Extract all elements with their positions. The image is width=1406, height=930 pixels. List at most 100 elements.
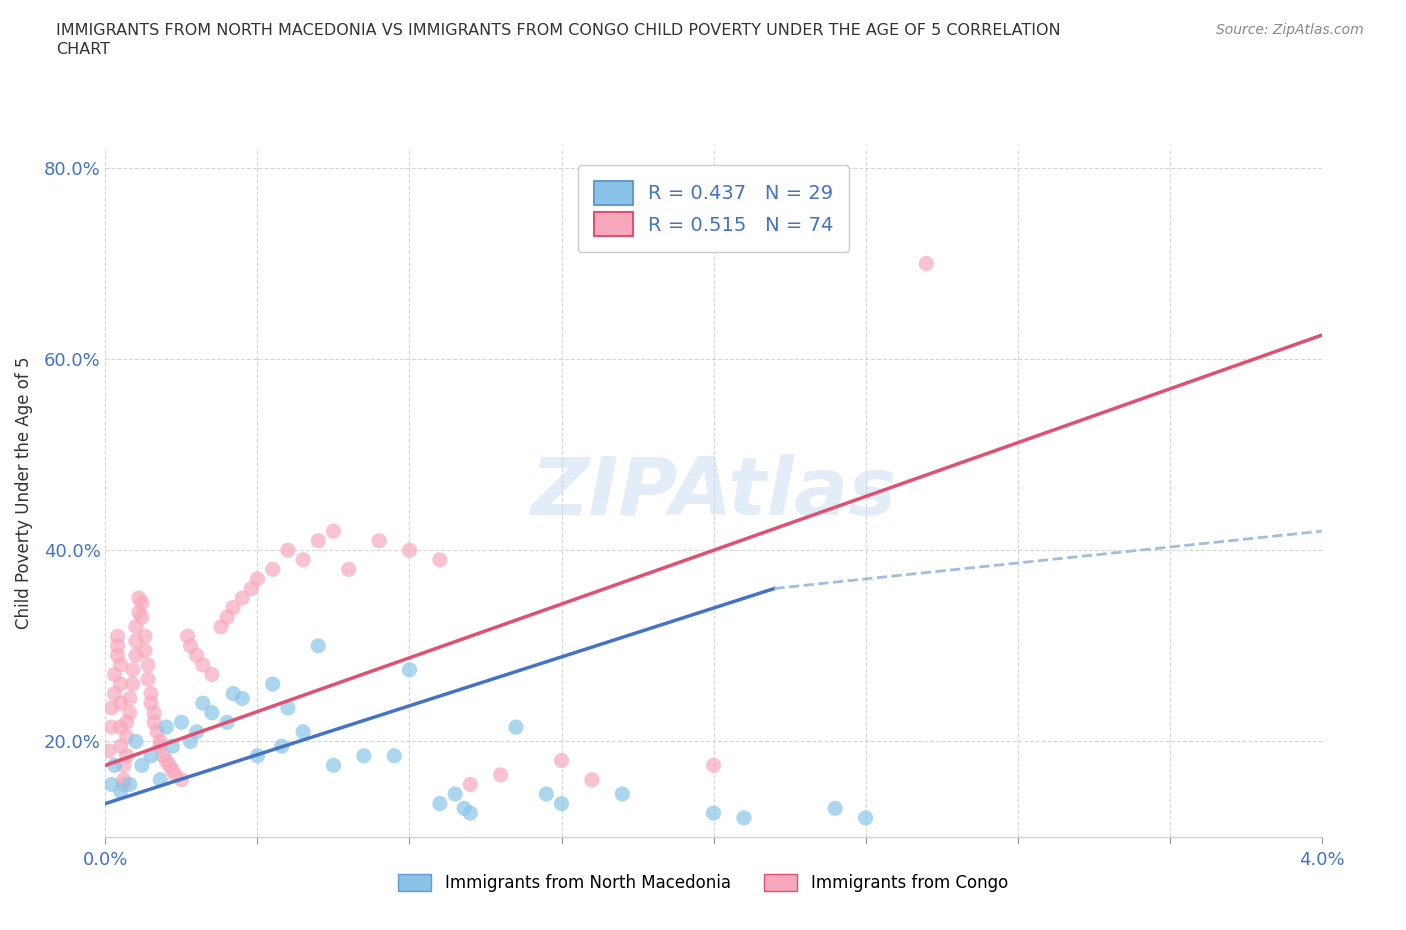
Point	[131, 595, 153, 610]
Point	[139, 686, 162, 701]
Point	[398, 543, 420, 558]
Point	[115, 715, 138, 730]
Point	[110, 677, 132, 692]
Point	[489, 767, 512, 782]
Point	[125, 734, 148, 749]
Point	[118, 705, 141, 720]
Point	[307, 638, 329, 653]
Point	[110, 696, 132, 711]
Point	[612, 787, 634, 802]
Point	[201, 667, 224, 682]
Text: 4.0%: 4.0%	[1299, 851, 1344, 870]
Point	[97, 744, 120, 759]
Point	[368, 533, 391, 548]
Point	[382, 749, 405, 764]
Point	[112, 758, 135, 773]
Point	[458, 805, 481, 820]
Point	[139, 696, 162, 711]
Point	[152, 749, 174, 764]
Point	[155, 720, 177, 735]
Point	[915, 256, 938, 271]
Point	[337, 562, 360, 577]
Point	[134, 629, 156, 644]
Point	[222, 686, 245, 701]
Point	[702, 758, 725, 773]
Point	[149, 734, 172, 749]
Point	[125, 648, 148, 663]
Y-axis label: Child Poverty Under the Age of 5: Child Poverty Under the Age of 5	[14, 356, 32, 630]
Legend: Immigrants from North Macedonia, Immigrants from Congo: Immigrants from North Macedonia, Immigra…	[391, 867, 1015, 898]
Text: IMMIGRANTS FROM NORTH MACEDONIA VS IMMIGRANTS FROM CONGO CHILD POVERTY UNDER THE: IMMIGRANTS FROM NORTH MACEDONIA VS IMMIG…	[56, 23, 1062, 38]
Point	[246, 571, 269, 587]
Point	[505, 720, 527, 735]
Point	[165, 767, 187, 782]
Point	[146, 724, 169, 739]
Point	[170, 772, 193, 787]
Point	[110, 658, 132, 672]
Point	[191, 658, 214, 672]
Point	[240, 581, 263, 596]
Point	[134, 644, 156, 658]
Point	[191, 696, 214, 711]
Point	[162, 738, 184, 753]
Point	[128, 591, 150, 605]
Point	[128, 604, 150, 619]
Point	[112, 772, 135, 787]
Point	[270, 738, 292, 753]
Point	[429, 796, 451, 811]
Point	[131, 758, 153, 773]
Point	[118, 691, 141, 706]
Point	[429, 552, 451, 567]
Point	[222, 600, 245, 615]
Point	[733, 810, 755, 825]
Point	[824, 801, 846, 816]
Point	[139, 749, 162, 764]
Point	[262, 562, 284, 577]
Point	[115, 749, 138, 764]
Point	[136, 658, 159, 672]
Point	[186, 724, 208, 739]
Point	[143, 715, 166, 730]
Point	[217, 610, 239, 625]
Point	[110, 784, 132, 799]
Text: ZIPAtlas: ZIPAtlas	[530, 454, 897, 532]
Point	[170, 715, 193, 730]
Point	[307, 533, 329, 548]
Point	[702, 805, 725, 820]
Point	[322, 524, 344, 538]
Point	[550, 753, 572, 768]
Point	[143, 705, 166, 720]
Point	[103, 758, 125, 773]
Point	[115, 729, 138, 744]
Point	[209, 619, 232, 634]
Point	[110, 720, 132, 735]
Point	[231, 591, 253, 605]
Point	[110, 738, 132, 753]
Point	[112, 777, 135, 791]
Point	[458, 777, 481, 791]
Point	[100, 720, 122, 735]
Point	[131, 610, 153, 625]
Point	[246, 749, 269, 764]
Point	[180, 638, 202, 653]
Point	[118, 777, 141, 791]
Point	[855, 810, 877, 825]
Point	[180, 734, 202, 749]
Text: CHART: CHART	[56, 42, 110, 57]
Point	[186, 648, 208, 663]
Point	[444, 787, 467, 802]
Point	[125, 633, 148, 648]
Text: Source: ZipAtlas.com: Source: ZipAtlas.com	[1216, 23, 1364, 37]
Point	[125, 619, 148, 634]
Point	[536, 787, 558, 802]
Point	[103, 667, 125, 682]
Point	[162, 763, 184, 777]
Point	[277, 543, 299, 558]
Point	[353, 749, 375, 764]
Point	[262, 677, 284, 692]
Point	[121, 662, 143, 677]
Point	[581, 772, 603, 787]
Point	[292, 552, 315, 567]
Point	[107, 648, 129, 663]
Point	[136, 671, 159, 686]
